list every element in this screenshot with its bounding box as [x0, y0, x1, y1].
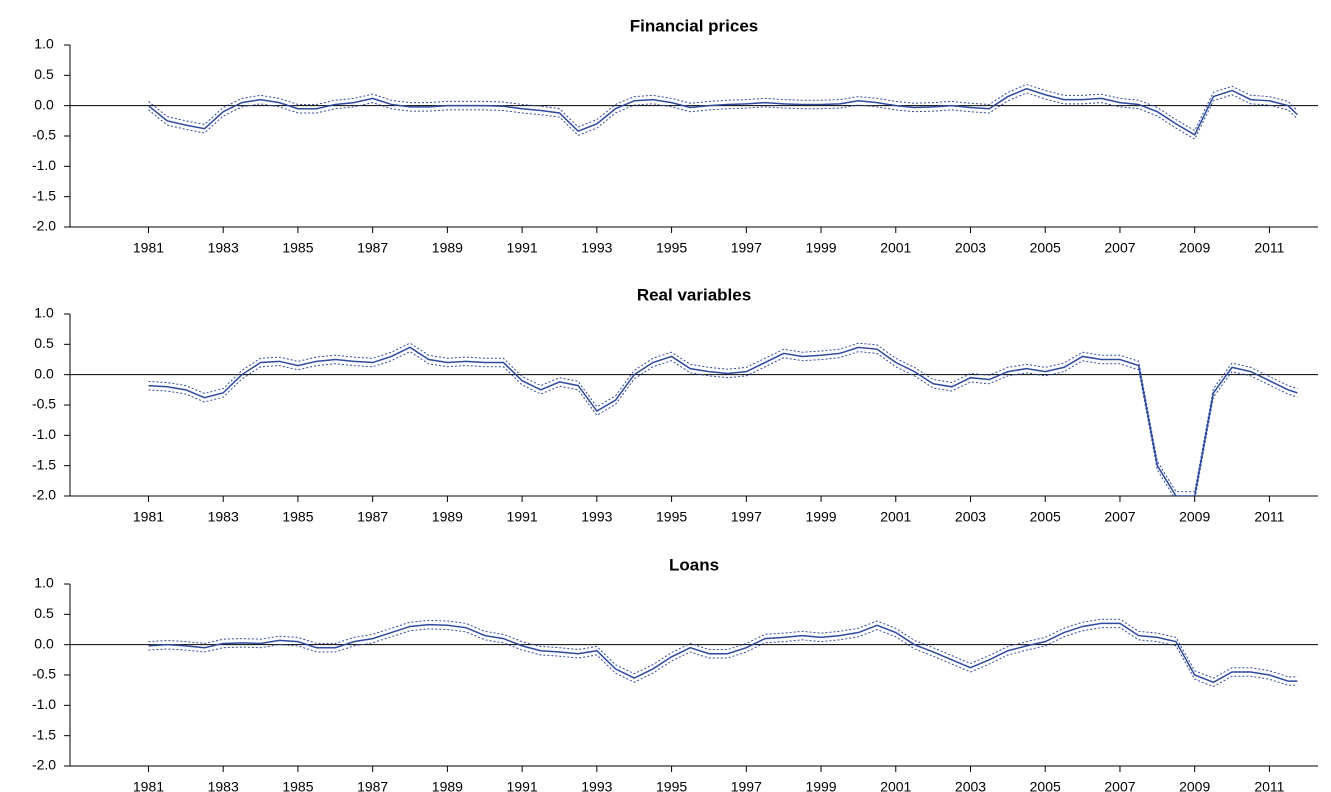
x-tick-label: 2001 — [880, 779, 911, 792]
series-line — [148, 346, 1298, 496]
x-tick-label: 2011 — [1254, 240, 1284, 256]
y-tick-label: 0.0 — [34, 635, 54, 651]
y-tick-label: -0.5 — [32, 666, 56, 682]
y-tick-label: -2.0 — [32, 218, 56, 234]
y-tick-label: -1.5 — [32, 726, 56, 742]
y-tick-label: -0.5 — [32, 127, 56, 143]
x-tick-label: 1987 — [357, 509, 388, 525]
chart-title: Financial prices — [630, 16, 759, 35]
x-tick-label: 1981 — [133, 779, 164, 792]
x-tick-label: 2005 — [1030, 509, 1061, 525]
x-tick-label: 1991 — [507, 509, 538, 525]
x-tick-label: 1985 — [282, 509, 313, 525]
chart-title: Loans — [669, 555, 719, 574]
series-line — [147, 87, 1298, 136]
x-tick-label: 1993 — [581, 240, 612, 256]
x-tick-label: 1995 — [656, 509, 687, 525]
x-tick-label: 2005 — [1030, 779, 1061, 792]
series-line — [148, 622, 1298, 684]
x-tick-label: 1981 — [133, 240, 164, 256]
y-tick-label: -1.5 — [32, 187, 56, 203]
band-line — [148, 92, 1298, 140]
x-tick-label: 2003 — [955, 509, 986, 525]
x-tick-label: 1985 — [282, 240, 313, 256]
x-tick-label: 2001 — [880, 240, 911, 256]
band-line — [148, 342, 1298, 493]
x-tick-label: 2003 — [955, 779, 986, 792]
x-tick-label: 1999 — [805, 779, 836, 792]
x-tick-label: 1993 — [581, 779, 612, 792]
panel: Financial prices -2.0 -1.5 -1.0 -0.5 0.0 0.5 1.… — [32, 16, 1318, 256]
band-line — [148, 83, 1298, 132]
x-tick-label: 1987 — [357, 779, 388, 792]
x-tick-label: 2009 — [1179, 240, 1210, 256]
y-tick-label: -1.0 — [32, 157, 56, 173]
x-tick-label: 2009 — [1179, 509, 1210, 525]
x-tick-label: 1983 — [208, 509, 239, 525]
band-line — [148, 618, 1298, 679]
x-tick-label: 1983 — [208, 779, 239, 792]
x-tick-label: 2011 — [1254, 509, 1284, 525]
x-tick-label: 1991 — [507, 779, 538, 792]
y-tick-label: 1.0 — [34, 36, 54, 52]
y-tick-label: 0.5 — [34, 66, 54, 82]
x-tick-label: 1997 — [731, 509, 762, 525]
x-tick-label: 1987 — [357, 240, 388, 256]
chart-title: Real variables — [637, 285, 751, 304]
x-tick-label: 1999 — [805, 509, 836, 525]
x-tick-label: 2011 — [1254, 779, 1284, 792]
x-tick-label: 1981 — [133, 509, 164, 525]
x-tick-label: 1985 — [282, 779, 313, 792]
y-tick-label: 0.0 — [34, 96, 54, 112]
x-tick-label: 1983 — [208, 240, 239, 256]
band-line — [148, 627, 1298, 688]
y-tick-label: 1.0 — [34, 575, 54, 591]
y-tick-label: 0.5 — [34, 335, 54, 351]
panel: Real variables -2.0 -1.5 -1.0 -0.5 0.0 0.5 1.0 1… — [32, 285, 1318, 525]
x-tick-label: 2003 — [955, 240, 986, 256]
x-tick-label: 1999 — [805, 240, 836, 256]
x-tick-label: 1989 — [432, 240, 463, 256]
panel: Loans -2.0 -1.5 -1.0 -0.5 0.0 0.5 1.0 1981 1983 19… — [32, 555, 1318, 792]
y-tick-label: 0.0 — [34, 365, 54, 381]
y-tick-label: -2.0 — [32, 757, 56, 773]
x-tick-label: 1991 — [507, 240, 538, 256]
y-tick-label: 1.0 — [34, 305, 54, 321]
y-tick-label: 0.5 — [34, 605, 54, 621]
x-tick-label: 2001 — [880, 509, 911, 525]
x-tick-label: 1993 — [581, 509, 612, 525]
band-line — [148, 351, 1298, 496]
x-tick-label: 1997 — [731, 779, 762, 792]
x-tick-label: 2005 — [1030, 240, 1061, 256]
x-tick-label: 1995 — [656, 779, 687, 792]
x-tick-label: 2007 — [1104, 509, 1135, 525]
x-tick-label: 2007 — [1104, 240, 1135, 256]
y-tick-label: -2.0 — [32, 487, 56, 503]
y-tick-label: -1.5 — [32, 456, 56, 472]
x-tick-label: 1989 — [432, 779, 463, 792]
y-tick-label: -1.0 — [32, 426, 56, 442]
x-tick-label: 1995 — [656, 240, 687, 256]
x-tick-label: 2007 — [1104, 779, 1135, 792]
x-tick-label: 1997 — [731, 240, 762, 256]
x-tick-label: 2009 — [1179, 779, 1210, 792]
y-tick-label: -0.5 — [32, 396, 56, 412]
y-tick-label: -1.0 — [32, 696, 56, 712]
x-tick-label: 1989 — [432, 509, 463, 525]
